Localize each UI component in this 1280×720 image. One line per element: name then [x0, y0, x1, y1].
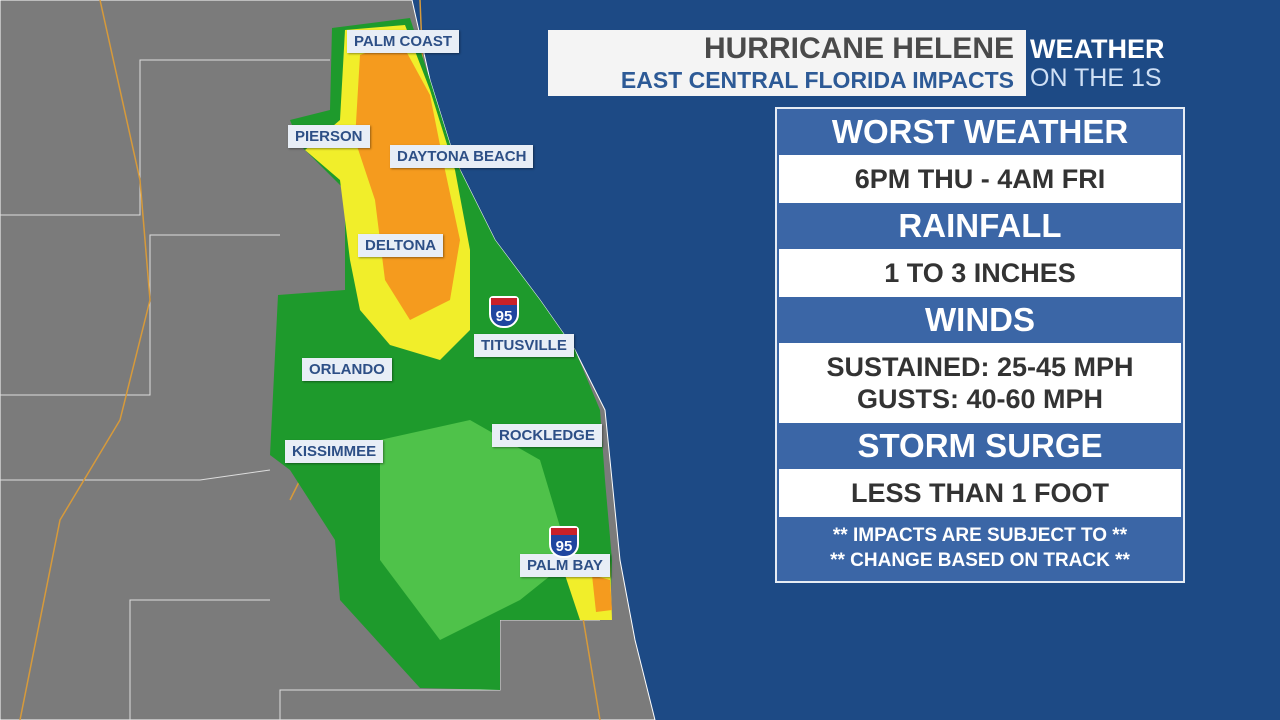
city-label: ROCKLEDGE [492, 424, 602, 447]
subtitle: EAST CENTRAL FLORIDA IMPACTS [620, 67, 1014, 93]
section-heading: RAINFALL [898, 207, 1062, 244]
title: HURRICANE HELENE [703, 32, 1014, 65]
logo-line: ON THE 1S [1030, 64, 1162, 92]
section-heading: STORM SURGE [857, 427, 1103, 464]
city-label: TITUSVILLE [474, 334, 574, 357]
section-body: LESS THAN 1 FOOT [779, 469, 1181, 517]
section-line: GUSTS: 40-60 MPH [856, 384, 1104, 414]
section-line: 1 TO 3 INCHES [884, 258, 1076, 288]
section-body: 1 TO 3 INCHES [779, 249, 1181, 297]
city-label: DAYTONA BEACH [390, 145, 534, 168]
city-label: PALM BAY [520, 554, 610, 577]
city-label: PALM COAST [347, 30, 460, 53]
city-label: ORLANDO [302, 358, 392, 381]
interstate-shield: 95 [549, 526, 579, 558]
city-label: PIERSON [288, 125, 370, 148]
section-body: 6PM THU - 4AM FRI [779, 155, 1181, 203]
interstate-shield: 95 [489, 296, 519, 328]
logo-line: WEATHER [1030, 34, 1165, 64]
section-heading: WORST WEATHER [831, 113, 1129, 150]
header: HURRICANE HELENE EAST CENTRAL FLORIDA IM… [548, 30, 1026, 96]
note: ** IMPACTS ARE SUBJECT TO ** ** CHANGE BA… [777, 517, 1183, 581]
section-line: SUSTAINED: 25-45 MPH [826, 352, 1134, 382]
logo: WEATHER ON THE 1S [1030, 34, 1190, 92]
rain-light [380, 420, 570, 640]
section-line: LESS THAN 1 FOOT [850, 478, 1110, 508]
section-body: SUSTAINED: 25-45 MPH GUSTS: 40-60 MPH [779, 343, 1181, 423]
impacts-panel: WORST WEATHER 6PM THU - 4AM FRI RAINFALL 1 … [775, 107, 1185, 583]
note-line: ** CHANGE BASED ON TRACK ** [830, 550, 1130, 571]
section-line: 6PM THU - 4AM FRI [854, 164, 1106, 194]
city-label: KISSIMMEE [285, 440, 384, 463]
city-label: DELTONA [358, 234, 444, 257]
note-line: ** IMPACTS ARE SUBJECT TO ** [832, 525, 1128, 546]
section-heading: WINDS [925, 301, 1035, 338]
rain-orange-south [592, 575, 612, 612]
